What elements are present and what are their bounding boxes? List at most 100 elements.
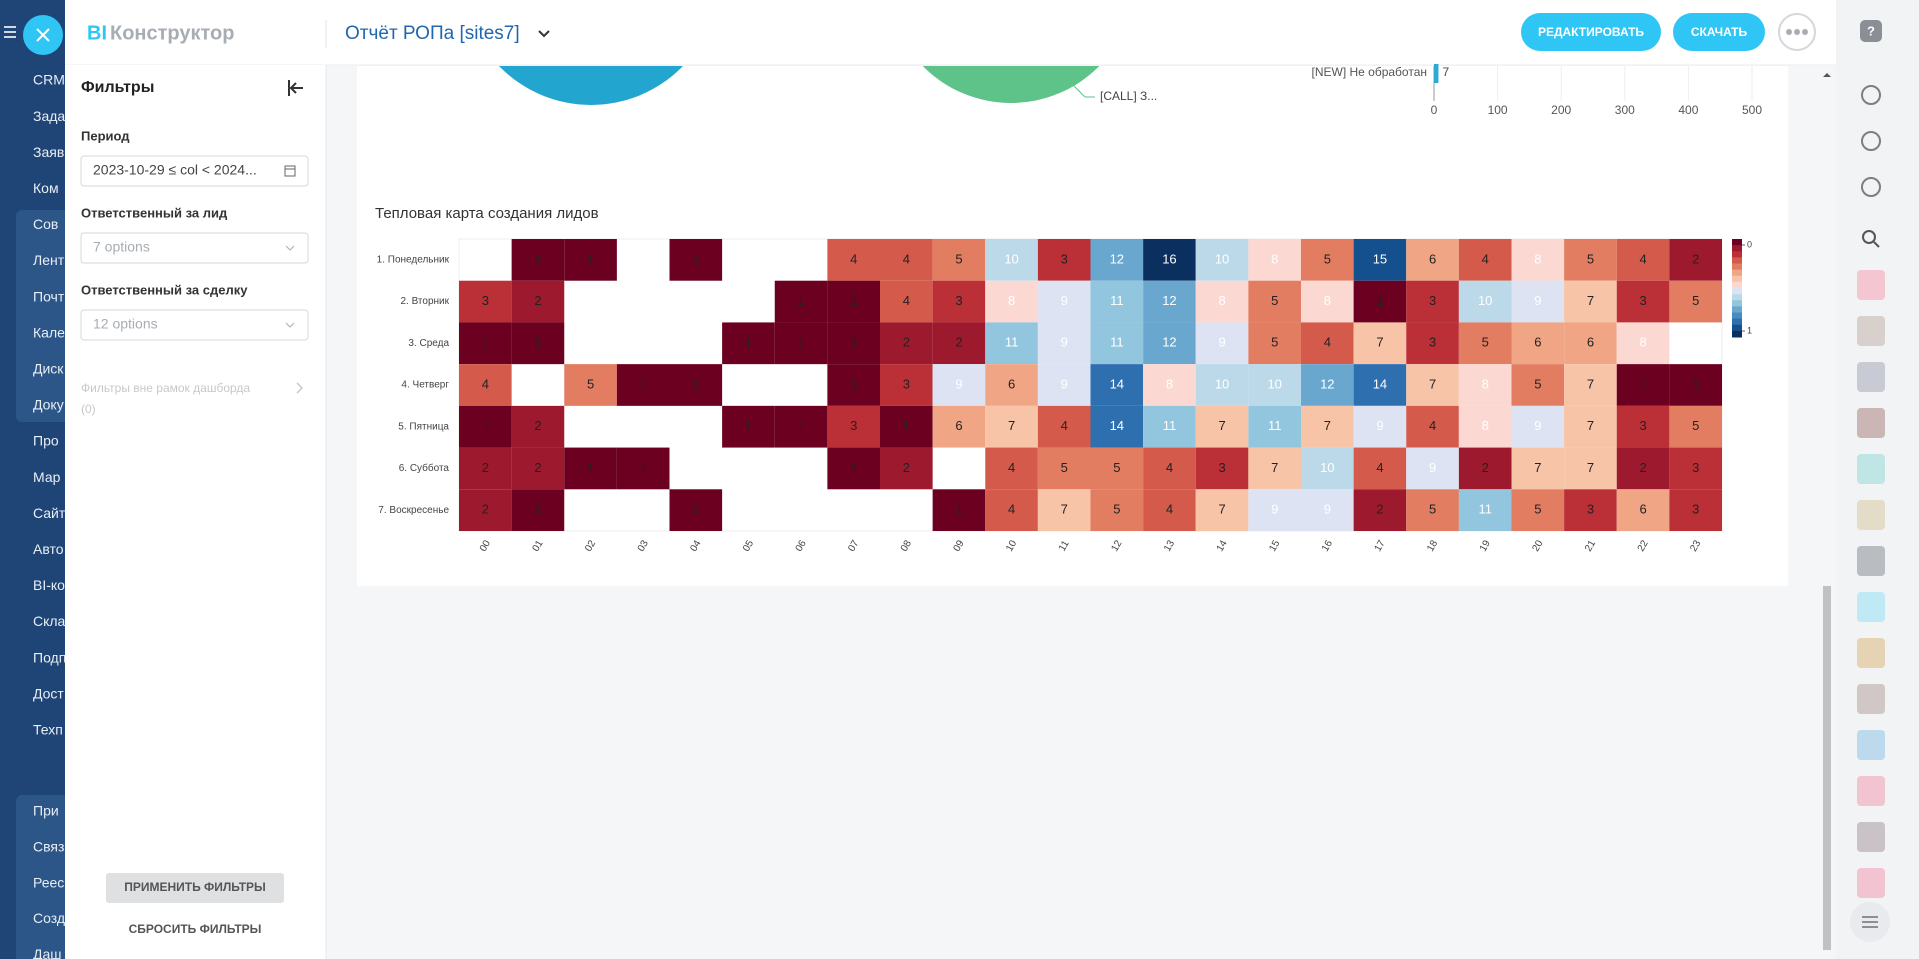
cell-label: 2 [1482, 460, 1489, 475]
search-icon[interactable] [1862, 230, 1876, 244]
column-label: 12 [1109, 538, 1124, 554]
help-icon[interactable] [1860, 20, 1882, 42]
cell-label: 3 [1692, 460, 1699, 475]
filter-value[interactable]: 2023-10-29 ≤ col < 2024... [93, 162, 257, 178]
nav-item[interactable]: Почт [33, 288, 65, 304]
nav-item[interactable]: Диск [33, 361, 64, 377]
heatmap-cell [985, 364, 1038, 406]
nav-item[interactable]: Лент [33, 252, 65, 268]
cell-label: 3 [482, 293, 489, 308]
avatar[interactable] [1857, 270, 1885, 300]
cell-label: 1 [1692, 376, 1699, 391]
heatmap-cell [1090, 239, 1144, 281]
filter-input[interactable] [80, 232, 309, 264]
sidebar-icon[interactable] [1861, 85, 1881, 105]
avatar[interactable] [1857, 592, 1885, 622]
nav-item[interactable]: Доку [33, 397, 64, 413]
avatar[interactable] [1857, 454, 1885, 484]
nav-item[interactable]: Связ [33, 839, 64, 855]
nav-item[interactable]: Техп [33, 722, 63, 738]
cell-label: 4 [903, 251, 910, 266]
edit-button[interactable] [1521, 13, 1661, 51]
avatar[interactable] [1857, 316, 1885, 346]
avatar[interactable] [1857, 638, 1885, 668]
colorbar-step [1732, 269, 1742, 277]
heatmap-cell [1564, 447, 1617, 490]
heatmap-cell [1353, 322, 1407, 365]
heatmap-cell [1037, 364, 1091, 406]
avatar[interactable] [1857, 822, 1885, 852]
filter-label: Ответственный за сделку [81, 282, 248, 297]
nav-item[interactable]: Про [33, 433, 59, 449]
reset-button[interactable]: СБРОСИТЬ ФИЛЬТРЫ [129, 922, 262, 936]
avatar[interactable] [1857, 776, 1885, 806]
nav-item[interactable]: Скла [33, 613, 66, 629]
heatmap-cell [1195, 447, 1249, 490]
nav-item[interactable]: Авто [33, 541, 64, 557]
collapse-icon[interactable] [288, 80, 303, 96]
sidebar-icon[interactable] [1861, 131, 1881, 151]
avatar[interactable] [1857, 730, 1885, 760]
avatar[interactable] [1857, 408, 1885, 438]
nav-item[interactable]: Реес [33, 874, 64, 890]
filter-value[interactable]: 12 options [93, 316, 158, 332]
chart-title: Тепловая карта создания лидов [375, 205, 599, 222]
cell-label: 5 [1324, 251, 1331, 266]
heatmap-cell [1143, 447, 1196, 490]
nav-item[interactable]: Подп [33, 649, 66, 665]
nav-item[interactable]: Даш [33, 946, 62, 959]
cell-label: 1 [482, 418, 489, 433]
nav-item[interactable]: Зада [33, 108, 65, 124]
cell-label: 1 [745, 335, 752, 350]
nav-item[interactable]: BI-ко [33, 577, 65, 593]
cell-label: 2 [534, 293, 541, 308]
filter-input[interactable] [80, 155, 309, 187]
cell-label: 10 [1320, 460, 1334, 475]
heatmap-cell [1037, 280, 1091, 323]
filter-value[interactable]: 7 options [93, 239, 150, 255]
nav-item[interactable]: Ком [33, 180, 59, 196]
sidebar-icon[interactable] [1861, 177, 1881, 197]
avatar[interactable] [1857, 868, 1885, 898]
column-label: 08 [899, 538, 914, 554]
avatar[interactable] [1857, 500, 1885, 530]
heatmap-cell [564, 239, 617, 281]
download-button[interactable] [1673, 13, 1765, 51]
nav-item[interactable]: Сов [33, 216, 58, 232]
cell-label: 15 [1373, 251, 1387, 266]
heatmap-cell [774, 322, 828, 365]
column-label: 13 [1162, 538, 1177, 554]
avatar[interactable] [1857, 684, 1885, 714]
cell-label: 2 [903, 335, 910, 350]
avatar[interactable] [1857, 362, 1885, 392]
cell-label: 12 [1162, 293, 1176, 308]
report-title[interactable]: Отчёт РОПа [sites7] [345, 23, 520, 44]
avatar[interactable] [1857, 546, 1885, 576]
apply-button-label[interactable]: ПРИМЕНИТЬ ФИЛЬТРЫ [124, 880, 266, 894]
colorbar-step [1732, 294, 1742, 301]
nav-item[interactable]: CRM [33, 72, 65, 88]
cell-label: 4 [1639, 251, 1646, 266]
column-label: 03 [636, 538, 651, 554]
nav-item[interactable]: Заяв [33, 144, 64, 160]
nav-item[interactable]: Созд [33, 910, 65, 926]
apply-button[interactable] [106, 873, 284, 903]
x-tick-label: 200 [1551, 103, 1571, 117]
cell-label: 6 [1429, 251, 1436, 266]
nav-item[interactable]: Дост [33, 685, 64, 701]
cell-label: 3 [955, 293, 962, 308]
heatmap-cell [1458, 405, 1512, 448]
download-button-label[interactable]: СКАЧАТЬ [1691, 25, 1748, 39]
menu-icon [4, 26, 16, 38]
heatmap-cell [1564, 280, 1617, 323]
edit-button-label[interactable]: РЕДАКТИРОВАТЬ [1538, 25, 1644, 39]
heatmap-cell [1669, 239, 1722, 281]
heatmap-cell [1143, 489, 1196, 531]
filter-input[interactable] [80, 309, 309, 341]
nav-item[interactable]: Мар [33, 469, 61, 485]
nav-item[interactable]: Сайт [33, 505, 66, 521]
nav-item[interactable]: При [33, 803, 59, 819]
nav-item[interactable]: Кале [33, 324, 65, 340]
heatmap-cell [827, 280, 880, 323]
x-tick-label: 300 [1615, 103, 1635, 117]
